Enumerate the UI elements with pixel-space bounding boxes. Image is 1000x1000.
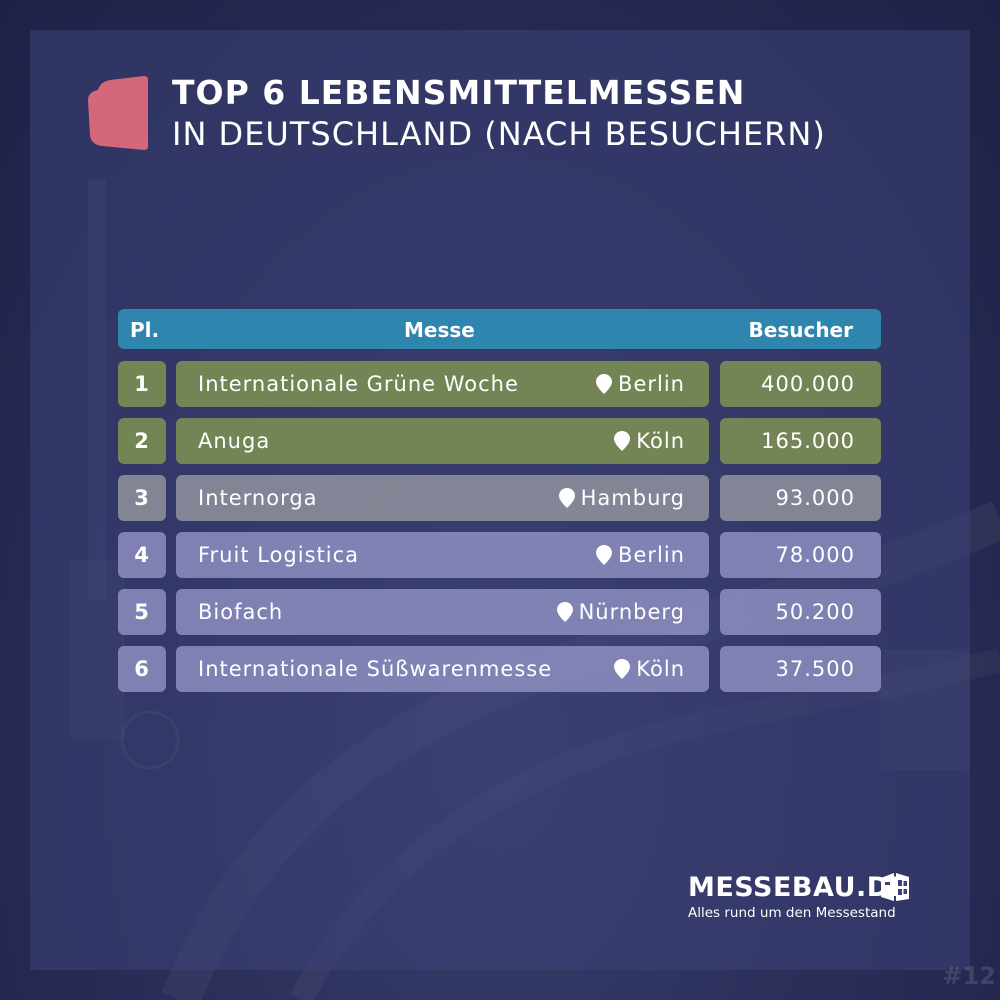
fair-cell: Internationale Süßwarenmesse Köln xyxy=(176,646,709,692)
rank-cell: 3 xyxy=(118,475,166,521)
location-pin-icon xyxy=(556,602,573,622)
rank-cell: 6 xyxy=(118,646,166,692)
fair-name: Fruit Logistica xyxy=(198,543,360,567)
table-row: 6 Internationale Süßwarenmesse Köln 37.5… xyxy=(118,646,881,692)
table-row: 5 Biofach Nürnberg 50.200 xyxy=(118,589,881,635)
fair-name: Biofach xyxy=(198,600,284,624)
visitors-value: 165.000 xyxy=(761,429,855,453)
rank-cell: 5 xyxy=(118,589,166,635)
brand-logo: MESSEBAU.DE Alles rund um den Messestand xyxy=(688,872,909,921)
visitors-value: 50.200 xyxy=(775,600,855,624)
title-line-2: IN DEUTSCHLAND (NACH BESUCHERN) xyxy=(172,115,826,153)
fair-location: Berlin xyxy=(596,532,685,578)
messebau-logo-icon xyxy=(881,873,909,901)
fair-cell: Fruit Logistica Berlin xyxy=(176,532,709,578)
rank-cell: 2 xyxy=(118,418,166,464)
corner-number: #12 xyxy=(942,962,996,990)
fair-location: Nürnberg xyxy=(556,589,685,635)
visitors-cell: 50.200 xyxy=(720,589,881,635)
city-name: Köln xyxy=(636,657,685,681)
rank-cell: 1 xyxy=(118,361,166,407)
visitors-cell: 37.500 xyxy=(720,646,881,692)
visitors-value: 93.000 xyxy=(775,486,855,510)
visitors-value: 37.500 xyxy=(775,657,855,681)
location-pin-icon xyxy=(614,659,631,679)
header-rank: Pl. xyxy=(130,318,160,342)
location-pin-icon xyxy=(596,545,613,565)
table-row: 2 Anuga Köln 165.000 xyxy=(118,418,881,464)
location-pin-icon xyxy=(596,374,613,394)
city-name: Nürnberg xyxy=(578,600,685,624)
table-header: Pl. Messe Besucher xyxy=(118,309,881,349)
visitors-cell: 93.000 xyxy=(720,475,881,521)
visitors-value: 78.000 xyxy=(775,543,855,567)
fair-cell: Internorga Hamburg xyxy=(176,475,709,521)
title-line-1: TOP 6 LEBENSMITTELMESSEN xyxy=(172,73,746,112)
fair-name: Internationale Süßwarenmesse xyxy=(198,657,553,681)
city-name: Berlin xyxy=(618,372,685,396)
fair-name: Internationale Grüne Woche xyxy=(198,372,519,396)
rank-cell: 4 xyxy=(118,532,166,578)
fair-cell: Biofach Nürnberg xyxy=(176,589,709,635)
visitors-value: 400.000 xyxy=(761,372,855,396)
page-title: TOP 6 LEBENSMITTELMESSEN IN DEUTSCHLAND … xyxy=(172,76,826,150)
visitors-cell: 165.000 xyxy=(720,418,881,464)
visitors-cell: 400.000 xyxy=(720,361,881,407)
fair-cell: Internationale Grüne Woche Berlin xyxy=(176,361,709,407)
location-pin-icon xyxy=(558,488,575,508)
city-name: Hamburg xyxy=(580,486,685,510)
fair-location: Köln xyxy=(614,646,685,692)
city-name: Köln xyxy=(636,429,685,453)
table-row: 4 Fruit Logistica Berlin 78.000 xyxy=(118,532,881,578)
header-messe: Messe xyxy=(404,318,475,342)
fair-cell: Anuga Köln xyxy=(176,418,709,464)
header-visitors: Besucher xyxy=(748,318,853,342)
fair-location: Köln xyxy=(614,418,685,464)
fair-name: Anuga xyxy=(198,429,271,453)
table-row: 1 Internationale Grüne Woche Berlin 400.… xyxy=(118,361,881,407)
logo-tagline: Alles rund um den Messestand xyxy=(688,905,896,921)
visitors-cell: 78.000 xyxy=(720,532,881,578)
title-accent-shape xyxy=(88,76,148,150)
logo-name: MESSEBAU.DE xyxy=(688,872,909,903)
fair-location: Berlin xyxy=(596,361,685,407)
city-name: Berlin xyxy=(618,543,685,567)
fair-name: Internorga xyxy=(198,486,318,510)
location-pin-icon xyxy=(614,431,631,451)
fair-location: Hamburg xyxy=(558,475,685,521)
table-row: 3 Internorga Hamburg 93.000 xyxy=(118,475,881,521)
